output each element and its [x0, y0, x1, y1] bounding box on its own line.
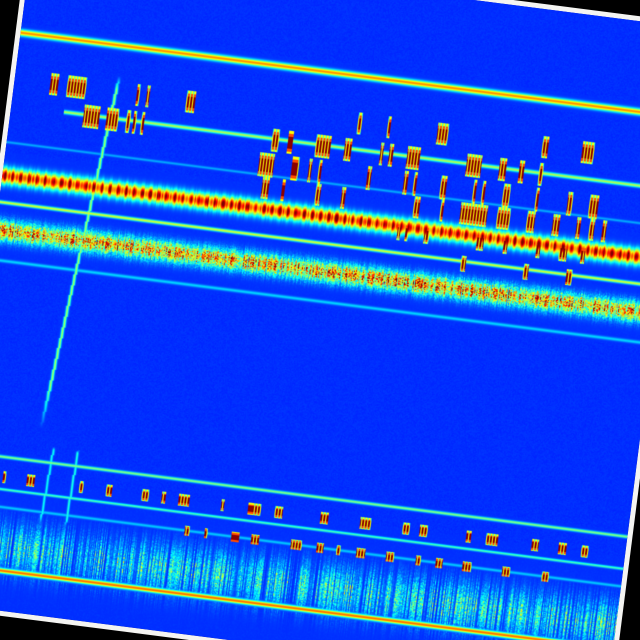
- spectrogram-canvas[interactable]: [0, 0, 640, 640]
- spectrogram-plot-area[interactable]: [0, 0, 640, 640]
- spectrogram-stage: [0, 0, 640, 640]
- spectrogram-frame: [0, 0, 640, 640]
